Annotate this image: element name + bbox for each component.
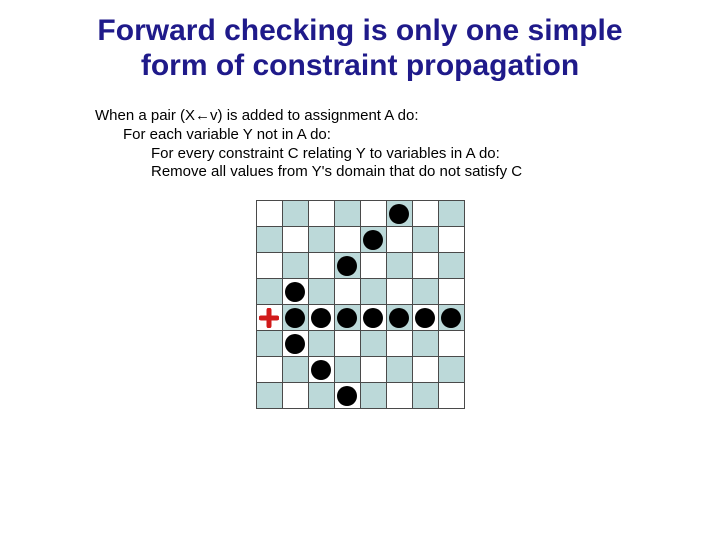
board-cell bbox=[413, 227, 439, 253]
board-cell bbox=[361, 331, 387, 357]
board-cell bbox=[283, 383, 309, 409]
board-cell bbox=[439, 253, 465, 279]
board-cell bbox=[387, 331, 413, 357]
board-cell bbox=[439, 305, 465, 331]
board-cell bbox=[439, 279, 465, 305]
board-cell bbox=[335, 305, 361, 331]
board-cell bbox=[439, 357, 465, 383]
queen-piece bbox=[415, 308, 435, 328]
board-cell bbox=[361, 305, 387, 331]
board-cell bbox=[361, 357, 387, 383]
queen-piece bbox=[311, 360, 331, 380]
page-title: Forward checking is only one simple form… bbox=[0, 0, 720, 83]
algo-text: v) is added to assignment A do: bbox=[210, 107, 418, 124]
board-cell bbox=[283, 227, 309, 253]
algo-text: For every constraint C relating Y to var… bbox=[151, 145, 500, 162]
board-cell bbox=[283, 201, 309, 227]
board-cell bbox=[309, 279, 335, 305]
board-cell bbox=[309, 305, 335, 331]
board-cell bbox=[283, 279, 309, 305]
board-cell bbox=[439, 383, 465, 409]
board-cell bbox=[257, 279, 283, 305]
plus-marker-icon bbox=[259, 308, 279, 328]
algorithm-block: When a pair (X←v) is added to assignment… bbox=[95, 107, 720, 182]
board-cell bbox=[439, 331, 465, 357]
left-arrow-icon: ← bbox=[195, 107, 210, 124]
board-cell bbox=[257, 357, 283, 383]
queen-piece bbox=[337, 386, 357, 406]
board-cell bbox=[439, 201, 465, 227]
algo-line: For each variable Y not in A do: bbox=[95, 126, 720, 145]
board-cell bbox=[361, 201, 387, 227]
board-container bbox=[0, 200, 720, 409]
queen-piece bbox=[363, 230, 383, 250]
board-cell bbox=[257, 383, 283, 409]
queen-piece bbox=[337, 256, 357, 276]
board-cell bbox=[387, 279, 413, 305]
queen-piece bbox=[311, 308, 331, 328]
queen-piece bbox=[285, 308, 305, 328]
board-cell bbox=[257, 331, 283, 357]
board-cell bbox=[361, 227, 387, 253]
board-cell bbox=[413, 253, 439, 279]
board-cell bbox=[413, 357, 439, 383]
board-cell bbox=[283, 357, 309, 383]
board-cell bbox=[387, 357, 413, 383]
board-cell bbox=[413, 279, 439, 305]
board-cell bbox=[335, 331, 361, 357]
board-cell bbox=[335, 201, 361, 227]
board-cell bbox=[309, 357, 335, 383]
queen-piece bbox=[285, 334, 305, 354]
board-cell bbox=[387, 227, 413, 253]
board-cell bbox=[335, 357, 361, 383]
chessboard bbox=[256, 200, 465, 409]
queen-piece bbox=[363, 308, 383, 328]
queen-piece bbox=[337, 308, 357, 328]
board-cell bbox=[387, 305, 413, 331]
board-cell bbox=[309, 227, 335, 253]
board-cell bbox=[257, 201, 283, 227]
board-cell bbox=[361, 253, 387, 279]
board-cell bbox=[283, 305, 309, 331]
board-cell bbox=[309, 253, 335, 279]
board-cell bbox=[309, 383, 335, 409]
board-cell bbox=[387, 201, 413, 227]
board-cell bbox=[283, 253, 309, 279]
algo-text: When a pair (X bbox=[95, 107, 195, 124]
board-cell bbox=[413, 201, 439, 227]
board-cell bbox=[413, 383, 439, 409]
board-cell bbox=[335, 253, 361, 279]
board-cell bbox=[387, 383, 413, 409]
board-cell bbox=[309, 201, 335, 227]
board-cell bbox=[335, 227, 361, 253]
board-cell bbox=[387, 253, 413, 279]
queen-piece bbox=[389, 204, 409, 224]
queen-piece bbox=[389, 308, 409, 328]
algo-line: Remove all values from Y's domain that d… bbox=[95, 163, 720, 182]
board-cell bbox=[413, 331, 439, 357]
algo-text: For each variable Y not in A do: bbox=[123, 126, 331, 143]
board-cell bbox=[413, 305, 439, 331]
board-cell bbox=[257, 253, 283, 279]
algo-line: When a pair (X←v) is added to assignment… bbox=[95, 107, 720, 126]
title-line-2: form of constraint propagation bbox=[141, 49, 579, 82]
queen-piece bbox=[441, 308, 461, 328]
title-line-1: Forward checking is only one simple bbox=[97, 14, 622, 47]
algo-text: Remove all values from Y's domain that d… bbox=[151, 163, 522, 180]
algo-line: For every constraint C relating Y to var… bbox=[95, 145, 720, 164]
board-cell bbox=[439, 227, 465, 253]
queen-piece bbox=[285, 282, 305, 302]
board-cell bbox=[309, 331, 335, 357]
board-cell bbox=[283, 331, 309, 357]
board-cell bbox=[335, 279, 361, 305]
board-cell bbox=[335, 383, 361, 409]
board-cell bbox=[257, 227, 283, 253]
board-cell bbox=[257, 305, 283, 331]
board-cell bbox=[361, 383, 387, 409]
board-cell bbox=[361, 279, 387, 305]
